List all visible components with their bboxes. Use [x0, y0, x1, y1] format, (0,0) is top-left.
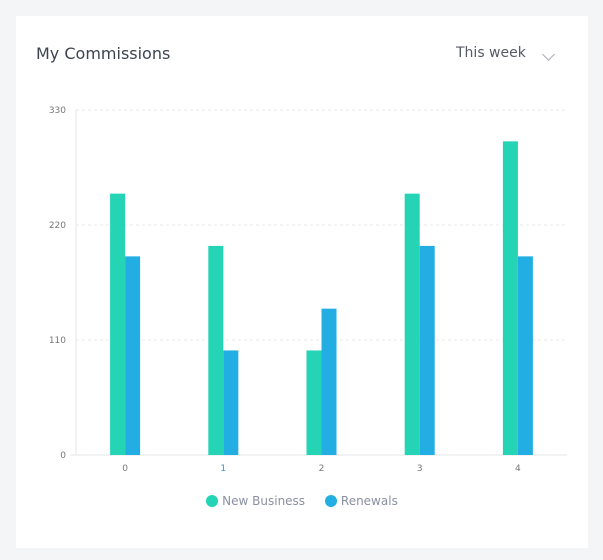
x-tick-label: 3: [417, 464, 423, 474]
bar-renewals: [517, 256, 533, 455]
period-dropdown[interactable]: This week: [456, 45, 526, 61]
legend-label: New Business: [222, 494, 306, 508]
legend: New Business Renewals: [16, 494, 588, 510]
bar-new-business: [404, 193, 420, 456]
y-tick-label: 0: [60, 451, 66, 461]
x-tick-label: 0: [122, 464, 128, 474]
y-tick-label: 330: [49, 106, 66, 116]
legend-swatch: [324, 495, 337, 507]
y-tick-label: 110: [49, 336, 66, 346]
y-tick-label: 220: [49, 221, 66, 231]
legend-item-renewals[interactable]: Renewals: [324, 494, 398, 508]
legend-label: Renewals: [340, 494, 398, 508]
bar-new-business: [110, 193, 126, 456]
legend-item-new-business[interactable]: New Business: [206, 494, 305, 508]
x-tick-label: 4: [515, 464, 521, 474]
bar-renewals: [321, 308, 337, 455]
bar-new-business: [306, 350, 322, 455]
x-tick-label: 2: [319, 464, 325, 474]
bar-renewals: [223, 350, 239, 455]
bar-renewals: [419, 245, 435, 455]
bar-renewals: [125, 256, 141, 455]
legend-swatch: [206, 495, 219, 507]
bar-new-business: [208, 245, 224, 455]
bar-chart: 0 110 220 330 0 1 2 3 4: [49, 106, 567, 474]
x-tick-label: 1: [220, 464, 226, 474]
bar-new-business: [502, 141, 518, 455]
card-title: My Commissions: [36, 44, 171, 63]
commissions-card: My Commissions This week 0 110 220 330 0 1 2 3 4…: [16, 16, 588, 548]
